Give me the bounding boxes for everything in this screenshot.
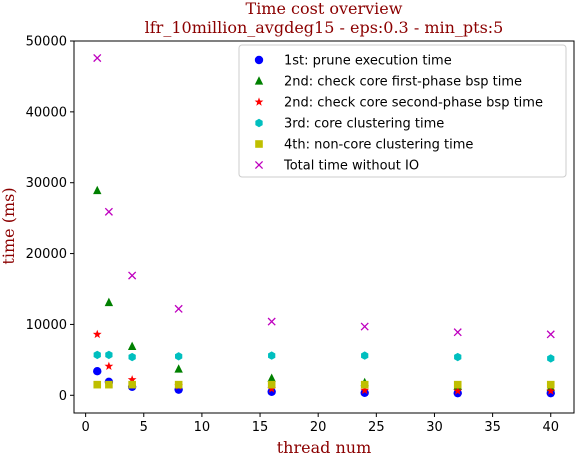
data-point bbox=[547, 354, 555, 363]
data-point bbox=[454, 352, 462, 362]
legend-label: 2nd: check core second-phase bsp time bbox=[284, 96, 543, 111]
data-point bbox=[105, 350, 113, 360]
data-point bbox=[127, 375, 137, 384]
data-point bbox=[104, 361, 114, 370]
legend-item: 3rd: core clustering time bbox=[255, 117, 444, 132]
data-point bbox=[453, 386, 463, 395]
y-tick-label: 40000 bbox=[26, 105, 67, 120]
series-layer bbox=[92, 53, 556, 398]
legend-item: 2nd: check core first-phase bsp time bbox=[254, 75, 522, 90]
y-axis-label: time (ms) bbox=[0, 187, 18, 264]
y-axis: 0 10000 20000 30000 40000 50000 bbox=[26, 35, 74, 404]
x-tick-label: 25 bbox=[368, 420, 385, 435]
x-tick-label: 40 bbox=[542, 420, 559, 435]
data-point bbox=[105, 380, 113, 389]
data-point bbox=[546, 386, 556, 395]
data-point bbox=[93, 53, 102, 63]
x-axis-label: thread num bbox=[277, 438, 372, 456]
data-point bbox=[267, 384, 277, 393]
legend-marker bbox=[254, 160, 264, 170]
data-point bbox=[360, 380, 369, 389]
legend-marker bbox=[254, 55, 264, 65]
data-point bbox=[104, 297, 114, 307]
data-point bbox=[360, 322, 369, 331]
legend-box bbox=[238, 44, 567, 178]
legend-marker bbox=[254, 76, 264, 85]
data-point bbox=[360, 388, 369, 398]
data-point bbox=[267, 387, 276, 396]
data-point bbox=[453, 328, 462, 337]
data-point bbox=[127, 341, 137, 350]
data-point bbox=[268, 351, 276, 360]
x-tick-label: 0 bbox=[81, 420, 89, 435]
data-point bbox=[360, 385, 370, 395]
data-point bbox=[267, 317, 276, 326]
y-tick-label: 30000 bbox=[26, 176, 67, 191]
legend-label: 1st: prune execution time bbox=[284, 54, 452, 69]
legend-item: Total time without IO bbox=[254, 159, 419, 174]
data-point bbox=[267, 380, 276, 389]
series-2 bbox=[93, 185, 555, 392]
x-tick-label: 35 bbox=[484, 420, 501, 435]
y-tick-label: 10000 bbox=[26, 318, 67, 333]
x-tick-label: 10 bbox=[194, 420, 211, 435]
legend-label: 4th: non-core clustering time bbox=[284, 138, 473, 153]
series-6 bbox=[93, 53, 555, 339]
data-point bbox=[175, 352, 183, 361]
legend-label: 2nd: check core first-phase bsp time bbox=[284, 75, 522, 90]
y-tick-label: 0 bbox=[59, 389, 67, 404]
y-tick-label: 20000 bbox=[26, 247, 67, 262]
legend-item: 1st: prune execution time bbox=[254, 54, 452, 69]
data-point bbox=[93, 366, 102, 376]
x-tick-label: 15 bbox=[252, 420, 269, 435]
data-point bbox=[128, 380, 136, 389]
data-point bbox=[128, 352, 136, 362]
legend-label: Total time without IO bbox=[283, 159, 419, 174]
data-point bbox=[174, 304, 183, 313]
legend-item: 4th: non-core clustering time bbox=[255, 138, 473, 153]
data-point bbox=[361, 351, 369, 360]
data-point bbox=[93, 185, 102, 195]
chart-title: Time cost overview bbox=[246, 0, 403, 18]
data-point bbox=[128, 271, 137, 280]
y-tick-label: 50000 bbox=[26, 35, 67, 50]
legend-marker bbox=[254, 97, 264, 106]
x-tick-label: 5 bbox=[140, 420, 148, 435]
legend-marker bbox=[255, 140, 263, 148]
plot-frame bbox=[73, 40, 575, 414]
data-point bbox=[174, 380, 183, 389]
series-1 bbox=[93, 366, 555, 398]
series-4 bbox=[93, 350, 555, 363]
data-point bbox=[267, 373, 276, 382]
legend-item: 2nd: check core second-phase bsp time bbox=[254, 96, 543, 111]
data-point bbox=[546, 380, 555, 389]
data-point bbox=[93, 350, 101, 360]
data-point bbox=[104, 207, 113, 216]
data-point bbox=[453, 380, 462, 389]
data-point bbox=[174, 364, 183, 373]
plot-area bbox=[73, 40, 575, 414]
series-5 bbox=[93, 380, 555, 389]
data-point bbox=[93, 380, 102, 389]
x-axis: 0 5 10 15 20 25 30 35 40 bbox=[81, 413, 559, 435]
legend: 1st: prune execution time 2nd: check core… bbox=[238, 44, 567, 178]
legend-label: 3rd: core clustering time bbox=[284, 117, 444, 132]
legend-marker bbox=[255, 118, 263, 128]
chart-subtitle: lfr_10million_avgdeg15 - eps:0.3 - min_p… bbox=[145, 18, 504, 37]
x-tick-label: 30 bbox=[426, 420, 443, 435]
x-tick-label: 20 bbox=[310, 420, 327, 435]
data-point bbox=[546, 330, 555, 339]
data-point bbox=[92, 329, 102, 339]
series-3 bbox=[92, 329, 556, 395]
